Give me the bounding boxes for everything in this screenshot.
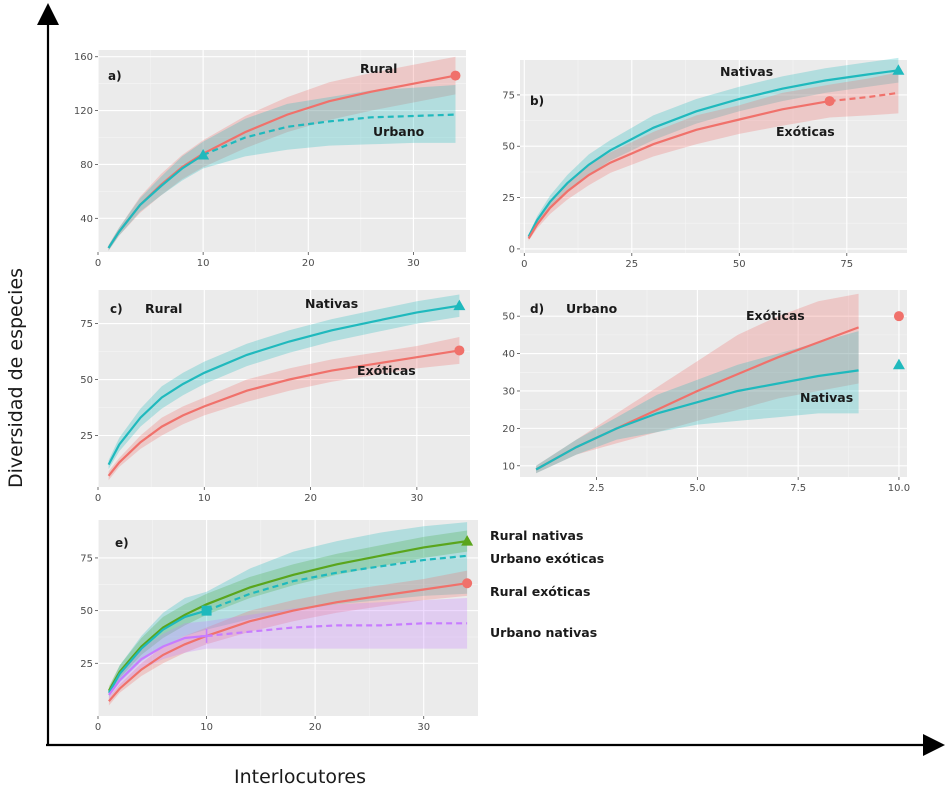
legend-rural-nativas: Rural nativas — [490, 528, 583, 543]
panel-b-annot-exoticas: Exóticas — [776, 124, 835, 139]
panel-b-annot-nativas: Nativas — [720, 64, 773, 79]
panel-d-label: d) — [530, 302, 544, 316]
panel-a-tick-label-y: 160 — [74, 52, 93, 63]
panel-a-tick-label-y: 80 — [80, 160, 93, 171]
panel-e-label: e) — [115, 536, 129, 550]
panel-a-tick-label-x: 30 — [407, 258, 420, 269]
panel-c-annot-nativas: Nativas — [305, 296, 358, 311]
panel-e-marker-2 — [462, 578, 472, 588]
panel-c-tick-label-x: 20 — [304, 493, 317, 504]
panel-e: 0 10 20 30 25 50 75 — [80, 520, 478, 733]
panel-b: 0 25 50 75 0 25 50 75 — [502, 58, 907, 270]
panel-a-tick-label-x: 0 — [95, 258, 101, 269]
panel-d-marker-0 — [894, 311, 904, 321]
panel-b-tick-label-y: 25 — [502, 193, 515, 204]
panel-b-label: b) — [530, 94, 544, 108]
panel-d-tick-label-y: 50 — [502, 312, 515, 323]
outer-y-axis-title: Diversidad de especies — [5, 268, 27, 488]
panel-a-label: a) — [108, 69, 122, 83]
panel-e-tick-label-y: 25 — [80, 659, 93, 670]
panel-a-tick-label-x: 20 — [302, 258, 315, 269]
panel-e-tick-label-y: 75 — [80, 553, 93, 564]
panel-c-tick-label-y: 75 — [80, 319, 93, 330]
panel-b-tick-label-x: 25 — [625, 259, 638, 270]
panel-d-tick-label-y: 30 — [502, 386, 515, 397]
panel-d-tick-label-y: 20 — [502, 424, 515, 435]
panel-d-title: Urbano — [566, 301, 618, 316]
panel-c-tick-label-x: 30 — [410, 493, 423, 504]
panel-c-tick-label-x: 10 — [198, 493, 211, 504]
panel-c-tick-label-y: 25 — [80, 431, 93, 442]
panel-d-tick-label-x: 5.0 — [689, 483, 705, 494]
panel-d-tick-label-x: 10.0 — [888, 483, 910, 494]
panel-c-annot-exoticas: Exóticas — [357, 363, 416, 378]
panel-c: 0 10 20 30 25 50 75 — [80, 290, 470, 504]
panel-a-tick-label-x: 10 — [197, 258, 210, 269]
panel-d-tick-label-x: 2.5 — [589, 483, 605, 494]
panel-a: 0 10 20 30 40 80 120 160 — [74, 50, 466, 269]
panel-e-tick-label-x: 0 — [95, 722, 101, 733]
panel-b-marker-1 — [825, 96, 835, 106]
panel-d-annot-exoticas: Exóticas — [746, 308, 805, 323]
panel-d-annot-nativas: Nativas — [800, 390, 853, 405]
panel-c-marker-1 — [454, 345, 464, 355]
outer-x-axis-title: Interlocutores — [234, 766, 366, 788]
panel-e-tick-label-x: 30 — [417, 722, 430, 733]
panel-c-tick-label-y: 50 — [80, 375, 93, 386]
panel-a-tick-label-y: 120 — [74, 106, 93, 117]
panel-b-tick-label-x: 0 — [521, 259, 527, 270]
panel-a-annot-urbano: Urbano — [373, 124, 425, 139]
panel-d-tick-label-y: 10 — [502, 461, 515, 472]
panel-c-tick-label-x: 0 — [95, 493, 101, 504]
panel-b-tick-label-y: 75 — [502, 90, 515, 101]
panel-a-annot-rural: Rural — [360, 61, 397, 76]
panel-d-tick-label-y: 40 — [502, 349, 515, 360]
panel-e-tick-label-y: 50 — [80, 606, 93, 617]
panel-a-tick-label-y: 40 — [80, 214, 93, 225]
panel-e-marker-1 — [202, 606, 212, 616]
panel-e-tick-label-x: 10 — [200, 722, 213, 733]
panel-d-tick-label-x: 7.5 — [790, 483, 806, 494]
panel-b-tick-label-y: 50 — [502, 142, 515, 153]
legend-rural-exoticas: Rural exóticas — [490, 584, 590, 599]
legend-urbano-exoticas: Urbano exóticas — [490, 551, 604, 566]
panel-b-tick-label-x: 75 — [840, 259, 853, 270]
panel-b-tick-label-y: 0 — [509, 244, 515, 255]
panel-c-label: c) — [110, 302, 123, 316]
panel-e-tick-label-x: 20 — [309, 722, 322, 733]
panel-b-tick-label-x: 50 — [733, 259, 746, 270]
panel-c-title: Rural — [145, 301, 182, 316]
panel-a-marker-0 — [450, 71, 460, 81]
legend-urbano-nativas: Urbano nativas — [490, 625, 597, 640]
